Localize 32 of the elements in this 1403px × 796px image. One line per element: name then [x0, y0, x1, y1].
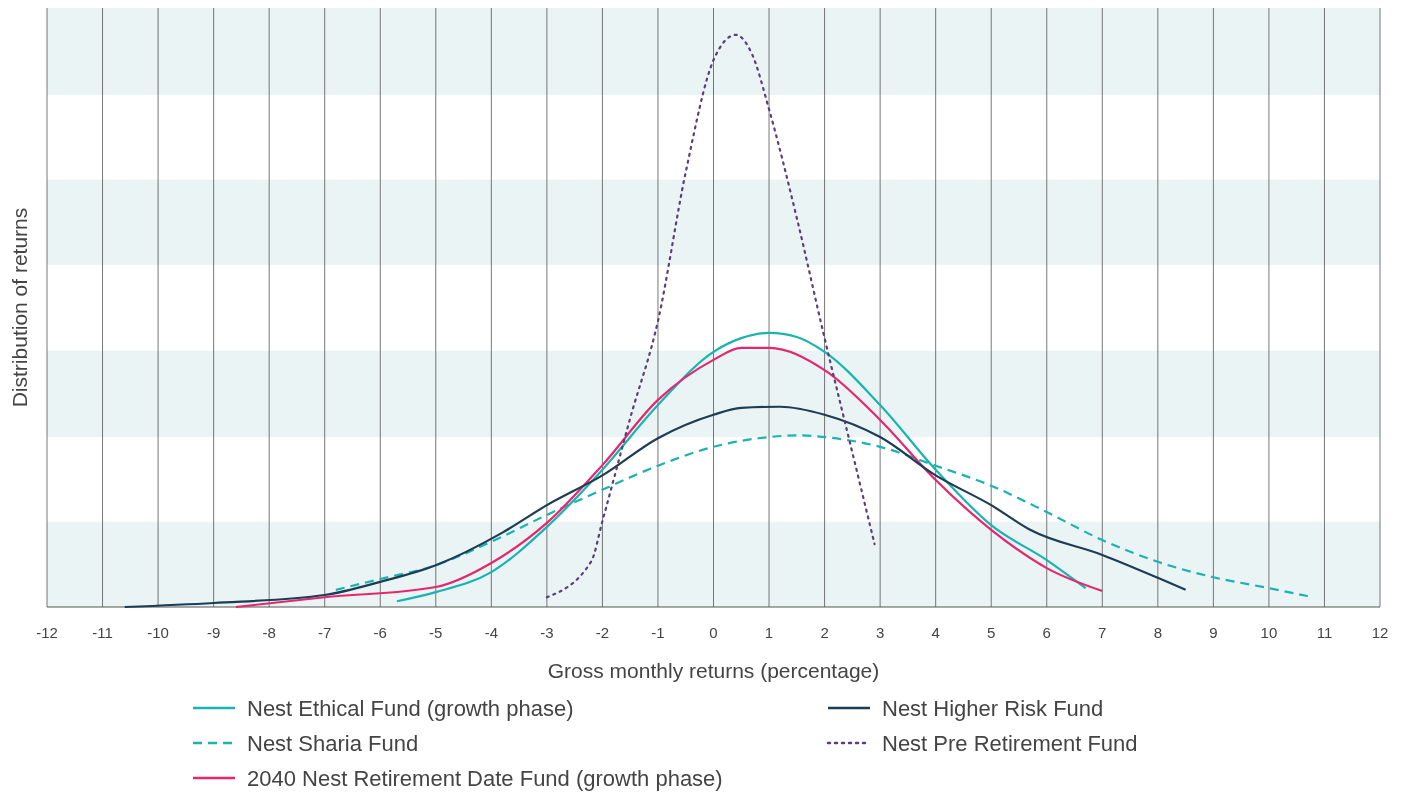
x-tick-label: -3 — [540, 624, 554, 641]
x-tick-label: 4 — [931, 624, 940, 641]
legend-label: Nest Higher Risk Fund — [882, 696, 1104, 721]
x-tick-label: -6 — [373, 624, 387, 641]
x-tick-label: -7 — [318, 624, 332, 641]
x-tick-label: 12 — [1371, 624, 1389, 641]
x-tick-label: 6 — [1042, 624, 1051, 641]
x-tick-label: -11 — [92, 624, 113, 641]
x-tick-label: 9 — [1209, 624, 1218, 641]
legend-label: Nest Sharia Fund — [247, 731, 419, 756]
x-tick-label: 3 — [875, 624, 885, 641]
x-tick-label: -10 — [147, 624, 169, 641]
x-tick-label: 10 — [1260, 624, 1278, 641]
x-tick-label: -8 — [262, 624, 276, 641]
x-axis-title: Gross monthly returns (percentage) — [547, 659, 880, 682]
legend-label: Nest Pre Retirement Fund — [882, 731, 1138, 756]
x-tick-label: -4 — [484, 624, 499, 641]
legend-label: 2040 Nest Retirement Date Fund (growth phase) — [247, 766, 723, 791]
x-tick-label: -12 — [36, 624, 58, 641]
x-tick-label: 0 — [709, 624, 718, 641]
x-tick-label: 7 — [1098, 624, 1107, 641]
x-tick-label: -2 — [595, 624, 610, 641]
x-tick-label: 8 — [1153, 624, 1163, 641]
x-tick-label: -1 — [651, 624, 665, 641]
x-tick-label: 2 — [820, 624, 829, 641]
x-tick-label: 11 — [1316, 624, 1333, 641]
x-tick-label: 5 — [987, 624, 996, 641]
legend-label: Nest Ethical Fund (growth phase) — [247, 696, 574, 721]
x-tick-label: -5 — [429, 624, 443, 641]
y-axis-title: Distribution of returns — [8, 207, 31, 408]
x-tick-label: -9 — [206, 624, 221, 641]
x-tick-label: 1 — [764, 624, 774, 641]
